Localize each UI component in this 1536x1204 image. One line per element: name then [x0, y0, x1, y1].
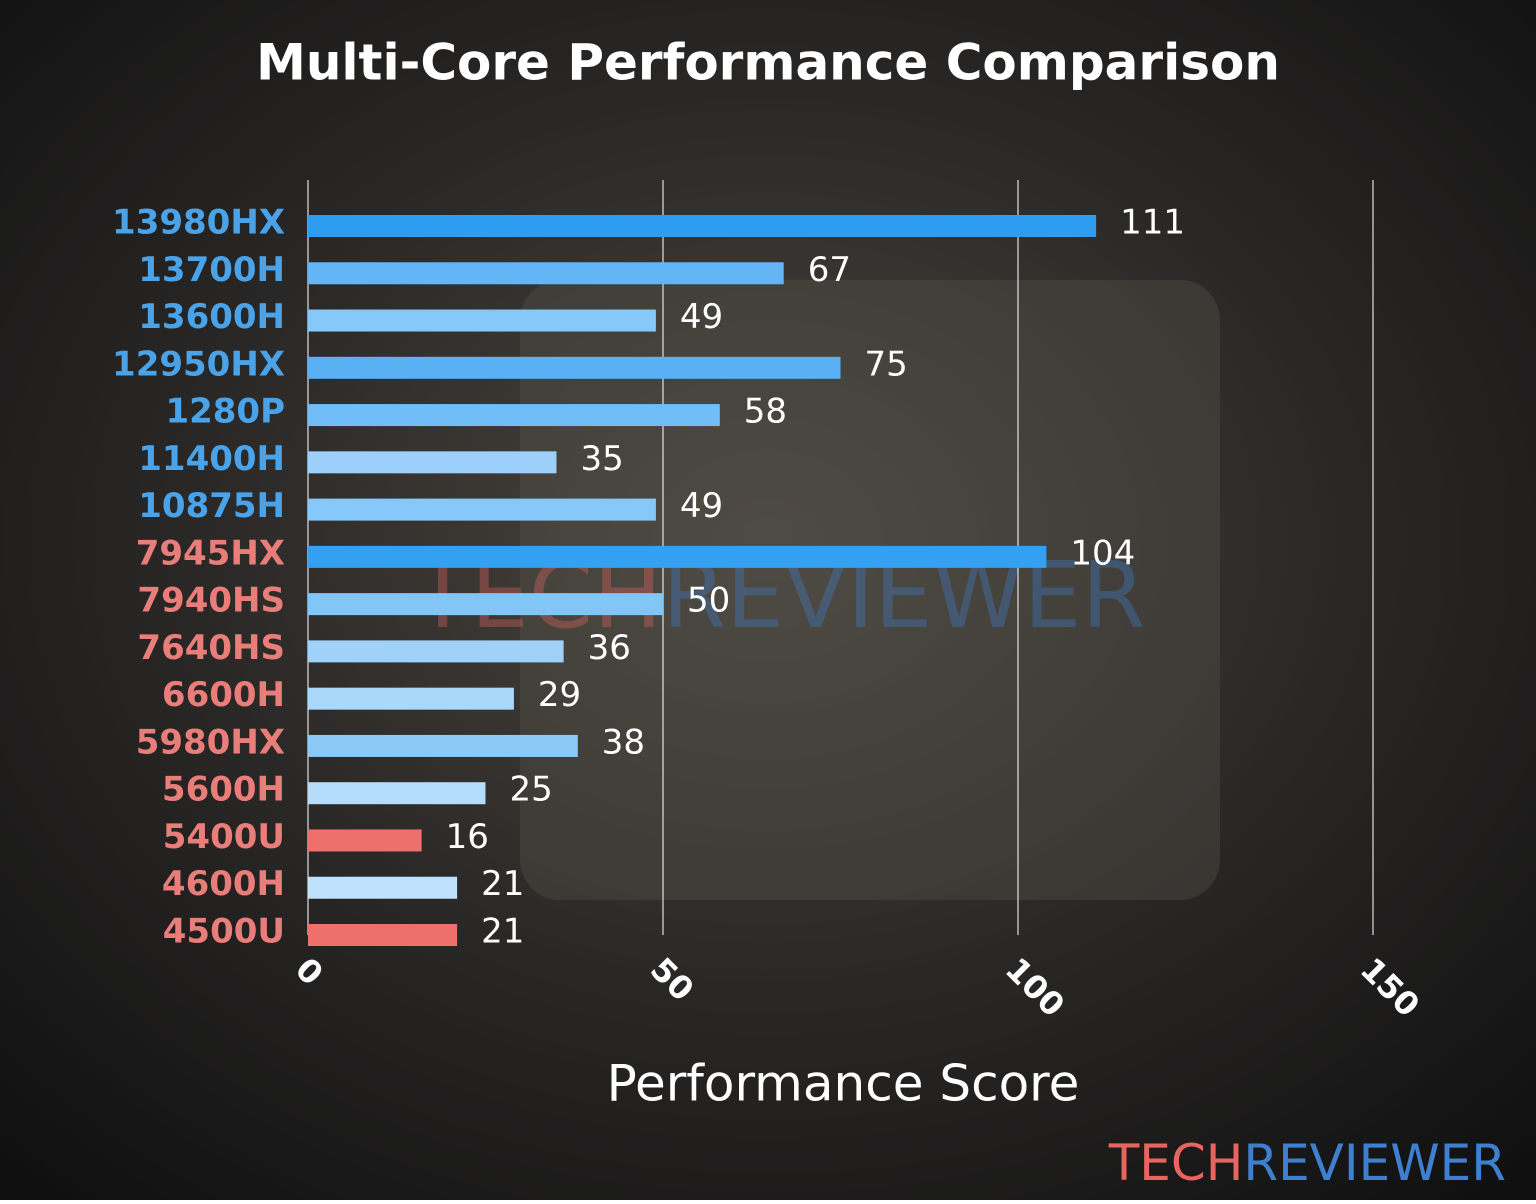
logo-part: TECH: [1108, 1134, 1244, 1192]
value-label: 25: [510, 770, 553, 810]
y-tick-label: 12950HX: [112, 344, 285, 384]
y-tick-label: 7640HS: [137, 628, 285, 668]
y-tick-label: 5400U: [163, 817, 285, 857]
value-label: 49: [680, 486, 723, 526]
bar: [308, 593, 663, 616]
value-label: 75: [865, 344, 908, 384]
y-tick-label: 4500U: [163, 912, 285, 952]
y-tick-label: 6600H: [162, 675, 285, 715]
value-label: 36: [588, 628, 631, 668]
value-label: 67: [808, 250, 851, 290]
value-label: 21: [481, 912, 524, 952]
chart-title: Multi-Core Performance Comparison: [256, 34, 1280, 92]
value-label: 58: [744, 392, 787, 432]
bar: [308, 782, 486, 805]
y-tick-label: 13600H: [138, 297, 285, 337]
logo-part: REVIEWER: [1243, 1134, 1506, 1192]
value-label: 111: [1120, 203, 1185, 243]
y-tick-label: 13700H: [138, 250, 285, 290]
bar: [308, 498, 656, 521]
background-cpu: [520, 280, 1220, 900]
bar: [308, 640, 564, 663]
bar: [308, 829, 422, 852]
y-tick-label: 10875H: [138, 486, 285, 526]
value-label: 29: [538, 675, 581, 715]
bar: [308, 876, 458, 899]
bar: [308, 356, 841, 379]
value-label: 104: [1070, 533, 1135, 573]
bar: [308, 734, 578, 757]
value-label: 38: [602, 722, 645, 762]
x-axis-label: Performance Score: [607, 1055, 1080, 1113]
bar: [308, 687, 514, 710]
y-tick-label: 4600H: [162, 864, 285, 904]
y-tick-label: 7940HS: [137, 581, 285, 621]
logo: TECHREVIEWER: [1108, 1134, 1506, 1192]
y-tick-label: 7945HX: [136, 533, 285, 573]
bar: [308, 924, 458, 946]
y-tick-label: 1280P: [165, 392, 285, 432]
bar: [308, 309, 656, 332]
value-label: 49: [680, 297, 723, 337]
y-tick-label: 11400H: [138, 439, 285, 479]
value-label: 16: [446, 817, 489, 857]
bar: [308, 215, 1097, 237]
value-label: 35: [581, 439, 624, 479]
bar: [308, 545, 1047, 568]
bar: [308, 404, 720, 427]
value-label: 21: [481, 864, 524, 904]
bar: [308, 262, 784, 285]
y-tick-label: 13980HX: [112, 203, 285, 243]
y-tick-label: 5980HX: [136, 722, 285, 762]
bar: [308, 451, 557, 474]
y-tick-label: 5600H: [162, 770, 285, 810]
value-label: 50: [687, 581, 730, 621]
